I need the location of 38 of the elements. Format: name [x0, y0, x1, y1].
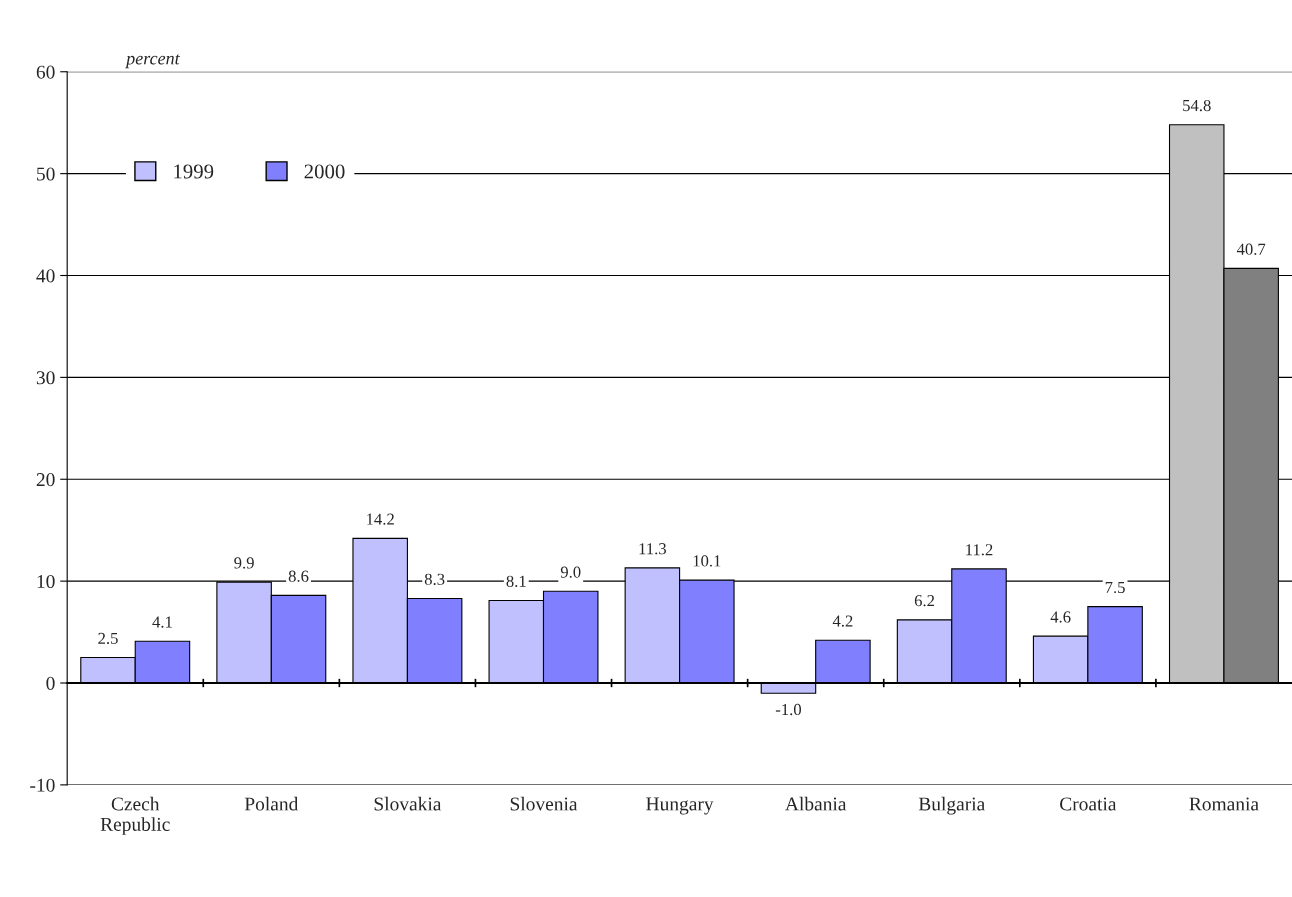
data-label: 7.5: [1105, 581, 1125, 594]
data-label: 10.1: [693, 555, 721, 567]
y-tick-label: 20: [36, 473, 55, 487]
x-tick-label: Poland: [244, 796, 299, 811]
data-label: 8.1: [506, 575, 526, 587]
legend-label: 1999: [174, 164, 214, 179]
x-tick-label: Hungary: [646, 797, 714, 815]
y-tick-label: -10: [30, 778, 55, 792]
data-label: 8.6: [288, 570, 309, 582]
data-label: 9.9: [234, 557, 254, 569]
x-tick-label: Czech Republic: [100, 796, 170, 835]
x-tick-label: Croatia: [1060, 797, 1117, 811]
data-label: 40.7: [1236, 243, 1266, 255]
data-label: 9.0: [560, 566, 581, 578]
data-label: 6.2: [914, 595, 935, 607]
data-label: 11.2: [966, 544, 993, 556]
y-tick-label: 10: [37, 574, 55, 589]
x-tick-label: Albania: [785, 796, 847, 811]
data-label: 4.1: [152, 616, 172, 628]
legend-label: 2000: [304, 164, 345, 179]
data-label: 2.5: [98, 632, 118, 645]
y-axis-title: percent: [125, 54, 181, 69]
data-label: 14.2: [367, 513, 394, 525]
x-tick-label: Slovenia: [510, 796, 578, 811]
data-label: 4.6: [1050, 611, 1071, 623]
data-label: 4.2: [832, 615, 853, 627]
y-tick-label: 40: [36, 269, 55, 283]
y-tick-label: 0: [46, 676, 55, 690]
data-label: -1.0: [775, 703, 802, 716]
y-tick-label: 60: [36, 65, 55, 79]
x-tick-label: Slovakia: [374, 796, 442, 811]
y-tick-label: 50: [37, 167, 55, 181]
data-label: 54.8: [1183, 99, 1211, 112]
y-tick-label: 30: [36, 371, 55, 385]
data-label: 11.3: [639, 543, 666, 555]
data-label: 8.3: [424, 573, 445, 585]
x-tick-label: Romania: [1189, 797, 1259, 811]
x-tick-label: Bulgaria: [918, 796, 985, 815]
